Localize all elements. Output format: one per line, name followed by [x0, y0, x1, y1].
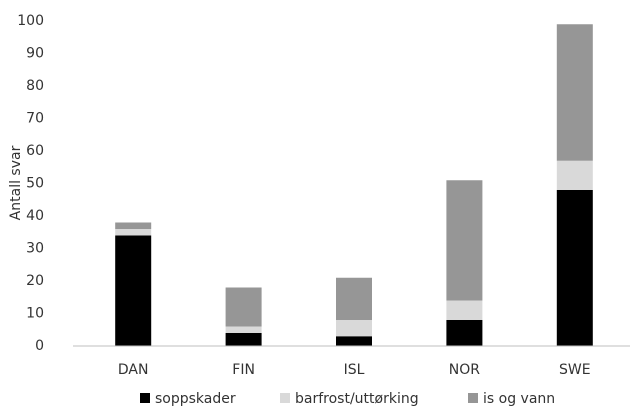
- y-tick-label: 50: [26, 176, 44, 192]
- x-tick-label: FIN: [232, 362, 255, 378]
- bar-segment: [556, 190, 593, 346]
- x-tick-label: DAN: [118, 362, 149, 378]
- bar-segment: [115, 229, 152, 236]
- y-tick-label: 30: [26, 241, 44, 257]
- bar-segment: [336, 277, 372, 320]
- bar-segment: [225, 333, 262, 346]
- y-tick-label: 20: [26, 273, 44, 289]
- legend-swatch: [280, 393, 290, 403]
- bar-segment: [446, 300, 483, 320]
- bar-segment: [446, 320, 483, 346]
- legend-swatch: [468, 393, 478, 403]
- y-tick-label: 40: [26, 208, 44, 224]
- y-tick-label: 100: [17, 13, 44, 29]
- bar-segment: [336, 336, 372, 346]
- bar-segment: [336, 320, 372, 337]
- y-tick-label: 80: [26, 78, 44, 94]
- x-tick-label: NOR: [449, 362, 480, 378]
- bar-segment: [556, 24, 593, 161]
- bar-segment: [115, 235, 152, 346]
- y-axis-label: Antall svar: [8, 145, 24, 220]
- y-tick-label: 90: [26, 46, 44, 62]
- legend-label: barfrost/uttørking: [295, 391, 419, 407]
- legend-label: soppskader: [155, 391, 236, 407]
- legend-label: is og vann: [483, 391, 555, 407]
- legend-swatch: [140, 393, 150, 403]
- bar-segment: [446, 180, 483, 301]
- bar-segment: [115, 222, 152, 229]
- x-tick-label: SWE: [559, 362, 591, 378]
- bar-segment: [225, 287, 262, 327]
- y-tick-label: 0: [35, 338, 44, 354]
- x-tick-label: ISL: [344, 362, 365, 378]
- y-tick-label: 70: [26, 111, 44, 127]
- bar-segment: [556, 160, 593, 190]
- y-tick-label: 60: [26, 143, 44, 159]
- bar-segment: [225, 326, 262, 333]
- y-tick-label: 10: [26, 306, 44, 322]
